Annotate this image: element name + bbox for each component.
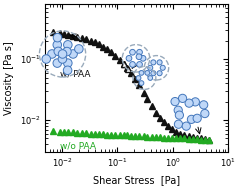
Circle shape [130, 62, 135, 67]
Circle shape [63, 47, 71, 56]
Circle shape [136, 54, 142, 60]
Circle shape [140, 56, 146, 61]
Circle shape [191, 98, 199, 106]
X-axis label: Shear Stress  [Pa]: Shear Stress [Pa] [93, 175, 180, 185]
Circle shape [185, 99, 193, 107]
Circle shape [139, 70, 144, 75]
Circle shape [126, 56, 132, 61]
Circle shape [182, 122, 190, 130]
Circle shape [171, 98, 179, 106]
Circle shape [75, 45, 83, 53]
Circle shape [174, 120, 183, 128]
Circle shape [63, 66, 72, 74]
Circle shape [145, 70, 150, 75]
Circle shape [130, 49, 135, 55]
Circle shape [160, 65, 165, 70]
Circle shape [42, 55, 50, 63]
Text: w/o PAA: w/o PAA [60, 141, 96, 150]
Circle shape [157, 71, 162, 76]
Circle shape [201, 109, 209, 118]
Circle shape [157, 60, 162, 65]
Circle shape [137, 62, 142, 67]
Circle shape [139, 81, 144, 85]
Circle shape [151, 71, 156, 76]
Circle shape [193, 114, 201, 122]
Circle shape [175, 111, 184, 119]
Circle shape [136, 76, 141, 80]
Circle shape [137, 49, 142, 55]
Y-axis label: Viscosity [Pa s]: Viscosity [Pa s] [4, 41, 14, 115]
Circle shape [64, 59, 72, 67]
Circle shape [187, 115, 196, 123]
Circle shape [53, 41, 61, 49]
Circle shape [151, 60, 156, 65]
Circle shape [179, 94, 187, 102]
Circle shape [54, 47, 63, 56]
Circle shape [58, 55, 67, 63]
Circle shape [200, 101, 208, 109]
Circle shape [58, 50, 67, 58]
Circle shape [69, 50, 77, 58]
Circle shape [48, 50, 56, 58]
Circle shape [53, 33, 62, 42]
Circle shape [148, 76, 153, 80]
Circle shape [148, 65, 153, 70]
Circle shape [64, 41, 72, 49]
Circle shape [53, 59, 61, 67]
Circle shape [174, 106, 182, 114]
Text: w/ PAA: w/ PAA [60, 69, 90, 78]
